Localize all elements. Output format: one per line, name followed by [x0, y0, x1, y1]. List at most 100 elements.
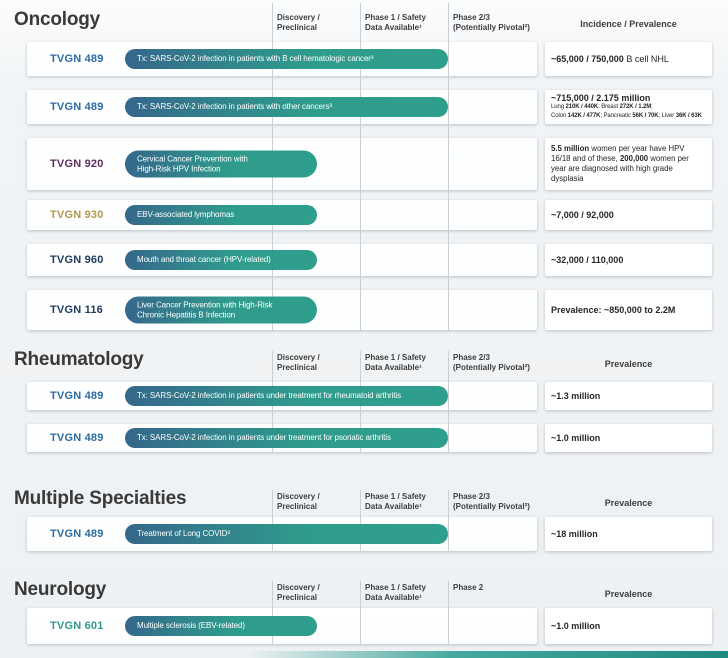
incidence-value: 200,000: [619, 153, 649, 163]
pipeline-row: TVGN 489 Treatment of Long COVID³ ~18 mill…: [27, 517, 728, 551]
col-header-phase23: Phase 2/3 (Potentially Pivotal²): [453, 492, 530, 513]
incidence-value: ~1.0 million: [551, 433, 601, 443]
program-card: TVGN 930 EBV-associated lymphomas: [27, 200, 537, 230]
col-header-phase23: Phase 2/3 (Potentially Pivotal²): [453, 13, 530, 34]
incidence-text: ~715,000 / 2.175 million: [551, 93, 706, 103]
pipeline-row: TVGN 489 Tx: SARS-CoV-2 infection in pati…: [27, 424, 728, 452]
col-header-line: Discovery /: [277, 583, 320, 592]
bar-label: EBV-associated lymphomas: [137, 210, 235, 219]
incidence-header: Prevalence: [604, 589, 653, 599]
section-title: Oncology: [14, 9, 101, 30]
column-divider: [448, 581, 449, 644]
column-divider: [448, 351, 449, 452]
pipeline-row: TVGN 920 Cervical Cancer Prevention with …: [27, 138, 728, 190]
col-header-discovery: Discovery / Preclinical: [277, 492, 320, 513]
incidence-text: ~7,000 / 92,000: [551, 210, 706, 220]
section-header: Multiple Specialties Discovery / Preclinic…: [0, 487, 728, 517]
col-header-discovery: Discovery / Preclinical: [277, 13, 320, 34]
incidence-card: ~7,000 / 92,000: [545, 200, 712, 230]
col-header-discovery: Discovery / Preclinical: [277, 353, 320, 374]
incidence-value: Prevalence: ~850,000 to 2.2M: [551, 305, 676, 315]
incidence-text: Lung 210K / 440K; Breast 272K / 1.2M;: [551, 103, 706, 112]
program-label: TVGN 601: [50, 620, 104, 632]
col-header-phase1: Phase 1 / Safety Data Available¹: [365, 353, 426, 374]
pipeline-row: TVGN 116 Liver Cancer Prevention with Hig…: [27, 290, 728, 330]
column-divider: [360, 581, 361, 644]
incidence-card: ~32,000 / 110,000: [545, 244, 712, 276]
incidence-card: Prevalence: ~850,000 to 2.2M: [545, 290, 712, 330]
incidence-card: ~18 million: [545, 517, 712, 551]
program-label: TVGN 960: [50, 254, 104, 266]
incidence-note: ; Liver: [658, 113, 676, 119]
col-header-line: Phase 2: [453, 583, 484, 592]
program-label: TVGN 489: [50, 390, 104, 402]
incidence-note: Colon: [551, 113, 568, 119]
incidence-note: ; Pancreatic: [600, 113, 633, 119]
bar-label: Tx: SARS-CoV-2 infection in patients wit…: [137, 102, 332, 111]
incidence-note: ; Breast: [598, 104, 620, 111]
bar-label: Cervical Cancer Prevention with High-Ris…: [137, 154, 248, 173]
incidence-text: ~1.0 million: [551, 621, 706, 631]
incidence-value: 56K / 70K: [632, 113, 659, 119]
program-card: TVGN 489 Tx: SARS-CoV-2 infection in pati…: [27, 424, 537, 452]
incidence-note: women per year have HPV 16/18 and of the…: [551, 143, 685, 163]
incidence-card: ~1.0 million: [545, 424, 712, 452]
incidence-header: Incidence / Prevalence: [580, 19, 677, 29]
col-header-line: Preclinical: [277, 363, 318, 373]
bar-label: Tx: SARS-CoV-2 infection in patients und…: [137, 391, 401, 400]
program-card: TVGN 489 Treatment of Long COVID³: [27, 517, 537, 551]
col-header-line: Preclinical: [277, 502, 318, 512]
incidence-text: Prevalence: ~850,000 to 2.2M: [551, 305, 706, 315]
program-label: TVGN 489: [50, 101, 104, 113]
pipeline-bar: Tx: SARS-CoV-2 infection in patients wit…: [125, 49, 448, 69]
col-header-line: Phase 2/3: [453, 13, 490, 22]
col-header-line: Preclinical: [277, 23, 318, 33]
program-card: TVGN 116 Liver Cancer Prevention with Hig…: [27, 290, 537, 330]
column-divider: [272, 490, 273, 551]
pipeline-row: TVGN 489 Tx: SARS-CoV-2 infection in pati…: [27, 90, 728, 124]
incidence-text: ~32,000 / 110,000: [551, 255, 706, 265]
incidence-card: ~65,000 / 750,000 B cell NHL: [545, 42, 712, 76]
incidence-text: Colon 142K / 477K; Pancreatic 56K / 70K;…: [551, 112, 706, 121]
col-header-line: Preclinical: [277, 593, 318, 603]
bar-label: Liver Cancer Prevention with High-Risk C…: [137, 300, 273, 319]
incidence-value: ~1.0 million: [551, 621, 601, 631]
program-label: TVGN 920: [50, 158, 104, 170]
incidence-text: ~18 million: [551, 529, 706, 539]
col-header-line: Phase 1 / Safety: [365, 353, 426, 362]
bar-label: Multiple sclerosis (EBV-related): [137, 621, 245, 630]
pipeline-sections: Oncology Discovery / Preclinical Phase 1 / …: [0, 3, 728, 644]
incidence-value: 142K / 477K: [567, 113, 601, 119]
column-divider: [272, 581, 273, 644]
incidence-card: 5.5 million women per year have HPV 16/1…: [545, 138, 712, 190]
rows-oncology: TVGN 489 Tx: SARS-CoV-2 infection in pati…: [0, 42, 728, 330]
incidence-note: women per year are diagnosed with high g…: [551, 153, 689, 184]
pipeline-bar: Tx: SARS-CoV-2 infection in patients wit…: [125, 97, 448, 117]
incidence-text: 5.5 million women per year have HPV 16/1…: [551, 144, 706, 185]
incidence-value: ~7,000 / 92,000: [551, 210, 614, 220]
incidence-header: Prevalence: [604, 498, 653, 508]
rows-neurology: TVGN 601 Multiple sclerosis (EBV-related)…: [0, 608, 728, 644]
section-title: Neurology: [14, 579, 107, 600]
incidence-value: ~65,000 / 750,000: [551, 54, 624, 64]
col-header-line: Phase 1 / Safety: [365, 583, 426, 592]
incidence-value: ~1.3 million: [551, 391, 601, 401]
section-header: Rheumatology Discovery / Preclinical Phase …: [0, 348, 728, 382]
incidence-header: Prevalence: [604, 359, 653, 369]
section-multiple: Multiple Specialties Discovery / Preclinic…: [0, 487, 728, 551]
section-header: Oncology Discovery / Preclinical Phase 1 / …: [0, 8, 728, 42]
incidence-value: 36K / 63K: [675, 113, 702, 119]
bar-label: Treatment of Long COVID³: [137, 529, 230, 538]
incidence-note: ;: [651, 104, 653, 111]
col-header-phase2: Phase 2: [453, 583, 483, 593]
incidence-text: ~1.0 million: [551, 433, 706, 443]
program-card: TVGN 601 Multiple sclerosis (EBV-related): [27, 608, 537, 644]
col-header-line: Data Available¹: [365, 502, 422, 512]
incidence-value: ~32,000 / 110,000: [551, 255, 624, 265]
col-header-line: Discovery /: [277, 353, 320, 362]
program-label: TVGN 116: [50, 304, 103, 316]
col-header-line: Discovery /: [277, 492, 320, 501]
pipeline-bar: Mouth and throat cancer (HPV-related): [125, 250, 317, 270]
pipeline-bar: Liver Cancer Prevention with High-Risk C…: [125, 296, 317, 324]
pipeline-bar: Cervical Cancer Prevention with High-Ris…: [125, 150, 317, 178]
